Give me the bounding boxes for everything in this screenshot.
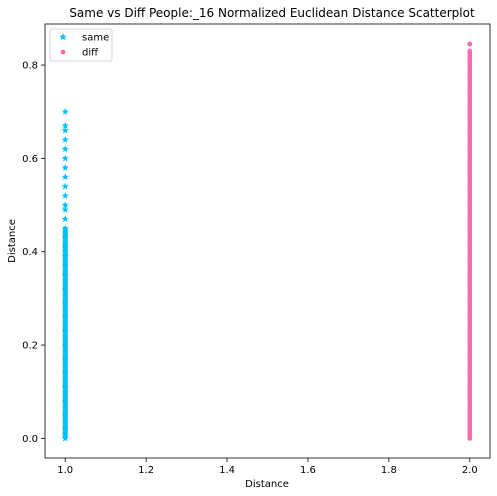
data-point-diff: [467, 277, 473, 283]
data-point-diff: [467, 221, 473, 227]
legend-label-diff: diff: [82, 48, 99, 59]
chart-title: Same vs Diff People:_16 Normalized Eucli…: [69, 6, 475, 20]
data-point-diff: [467, 48, 473, 54]
data-point-same: [61, 252, 69, 260]
y-axis: 0.0 0.2 0.4 0.6 0.8: [22, 61, 45, 445]
data-point-same: [61, 341, 69, 349]
x-tick-label: 1.4: [219, 465, 235, 476]
legend-label-same: same: [82, 33, 109, 44]
data-point-diff: [467, 296, 473, 301]
data-point-same: [61, 261, 69, 269]
data-point-diff: [467, 72, 473, 77]
legend-box: [49, 28, 113, 62]
data-point-same: [61, 224, 69, 232]
data-point-same: [61, 215, 69, 223]
data-point-same: [61, 126, 69, 134]
data-point-diff: [467, 240, 473, 245]
y-tick-label: 0.8: [22, 61, 38, 72]
x-axis: 1.0 1.2 1.4 1.6 1.8 2.0: [57, 458, 478, 476]
data-point-same: [61, 107, 69, 115]
data-point-diff: [467, 352, 473, 357]
data-point-diff: [467, 202, 473, 208]
data-point-diff: [467, 314, 473, 320]
data-point-same: [61, 135, 69, 143]
data-point-diff: [467, 436, 473, 441]
data-point-diff: [467, 90, 473, 96]
data-point-same: [61, 313, 69, 321]
x-tick-label: 1.6: [300, 465, 316, 476]
data-point-diff: [467, 146, 473, 152]
data-point-same: [61, 434, 69, 442]
data-point-diff: [467, 408, 473, 413]
data-point-same: [61, 397, 69, 405]
x-tick-label: 1.2: [138, 465, 154, 476]
data-point-same: [61, 243, 69, 251]
data-point-same: [61, 383, 69, 391]
data-point-same: [61, 271, 69, 279]
x-axis-label: Distance: [245, 479, 289, 490]
data-point-same: [61, 299, 69, 307]
data-point-diff: [467, 333, 473, 339]
y-tick-label: 0.2: [22, 341, 38, 352]
point-cluster-same: [62, 228, 68, 439]
data-point-same: [61, 182, 69, 190]
data-point-same: [61, 369, 69, 377]
data-point-same: [61, 425, 69, 433]
data-point-same: [61, 173, 69, 181]
data-point-same: [61, 327, 69, 335]
data-point-diff: [467, 389, 473, 395]
x-tick-label: 1.0: [57, 465, 73, 476]
data-point-same: [61, 233, 69, 241]
x-tick-label: 2.0: [462, 465, 478, 476]
data-point-same: [61, 163, 69, 171]
y-axis-label: Distance: [7, 219, 18, 263]
data-point-same: [61, 201, 69, 209]
data-point-diff: [467, 41, 473, 47]
data-point-diff: [467, 127, 473, 133]
legend-marker-same: [59, 33, 67, 41]
data-point-same: [61, 154, 69, 162]
data-point-same: [61, 355, 69, 363]
y-tick-label: 0.6: [22, 154, 38, 165]
plot-area: [44, 23, 491, 459]
data-point-diff: [467, 370, 473, 376]
data-points: [61, 41, 473, 442]
data-point-same: [61, 145, 69, 153]
y-tick-label: 0.4: [22, 247, 38, 258]
y-tick-label: 0.0: [22, 434, 38, 445]
legend-marker-diff: [60, 49, 66, 55]
data-point-diff: [467, 165, 473, 171]
data-point-same: [61, 285, 69, 293]
data-point-diff: [467, 258, 473, 264]
data-point-diff: [467, 58, 473, 63]
data-point-same: [61, 411, 69, 419]
data-point-same: [61, 191, 69, 199]
data-point-diff: [467, 109, 473, 115]
data-point-same: [61, 121, 69, 129]
x-tick-label: 1.8: [381, 465, 397, 476]
data-point-same: [61, 205, 69, 213]
data-point-diff: [467, 184, 473, 189]
legend: same diff: [49, 28, 113, 62]
data-point-diff: [467, 422, 473, 427]
